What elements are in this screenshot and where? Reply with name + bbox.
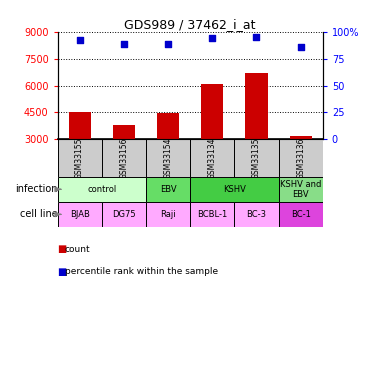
Text: GSM33155: GSM33155	[75, 137, 84, 179]
Text: percentile rank within the sample: percentile rank within the sample	[65, 267, 218, 276]
Bar	[58, 202, 102, 227]
Text: GSM33135: GSM33135	[252, 137, 261, 179]
Point	[165, 40, 171, 46]
Text: GSM33156: GSM33156	[119, 137, 128, 179]
Point	[209, 35, 215, 41]
Bar	[290, 136, 312, 139]
Bar	[58, 177, 146, 202]
Text: Raji: Raji	[160, 210, 176, 219]
Text: GSM33134: GSM33134	[208, 137, 217, 179]
Bar	[245, 73, 267, 139]
Bar	[157, 113, 179, 139]
Text: BC-3: BC-3	[246, 210, 266, 219]
Bar	[102, 202, 146, 227]
Text: BJAB: BJAB	[70, 210, 89, 219]
Bar	[279, 177, 323, 202]
Text: GSM33136: GSM33136	[296, 137, 305, 179]
Text: EBV: EBV	[160, 185, 176, 194]
Bar	[113, 125, 135, 139]
Point	[77, 38, 83, 44]
Point	[121, 40, 127, 46]
Bar	[234, 139, 279, 177]
Text: control: control	[87, 185, 116, 194]
Bar	[190, 202, 234, 227]
Bar	[146, 177, 190, 202]
Text: GSM33154: GSM33154	[164, 137, 173, 179]
Point	[298, 44, 303, 50]
Text: cell line: cell line	[20, 209, 58, 219]
Text: BCBL-1: BCBL-1	[197, 210, 227, 219]
Bar	[279, 202, 323, 227]
Text: KSHV and
EBV: KSHV and EBV	[280, 180, 321, 199]
Text: DG75: DG75	[112, 210, 136, 219]
Bar	[146, 202, 190, 227]
Text: ■: ■	[58, 244, 67, 254]
Text: infection: infection	[15, 184, 58, 194]
Bar	[234, 202, 279, 227]
Text: BC-1: BC-1	[291, 210, 311, 219]
Bar	[190, 177, 279, 202]
Text: ■: ■	[58, 267, 67, 277]
Text: count: count	[65, 245, 91, 254]
Bar	[201, 84, 223, 139]
Bar	[69, 112, 91, 139]
Bar	[146, 139, 190, 177]
Bar	[102, 139, 146, 177]
Bar	[58, 139, 102, 177]
Text: KSHV: KSHV	[223, 185, 246, 194]
Bar	[190, 139, 234, 177]
Bar	[279, 139, 323, 177]
Title: GDS989 / 37462_i_at: GDS989 / 37462_i_at	[124, 18, 256, 31]
Point	[253, 34, 259, 40]
